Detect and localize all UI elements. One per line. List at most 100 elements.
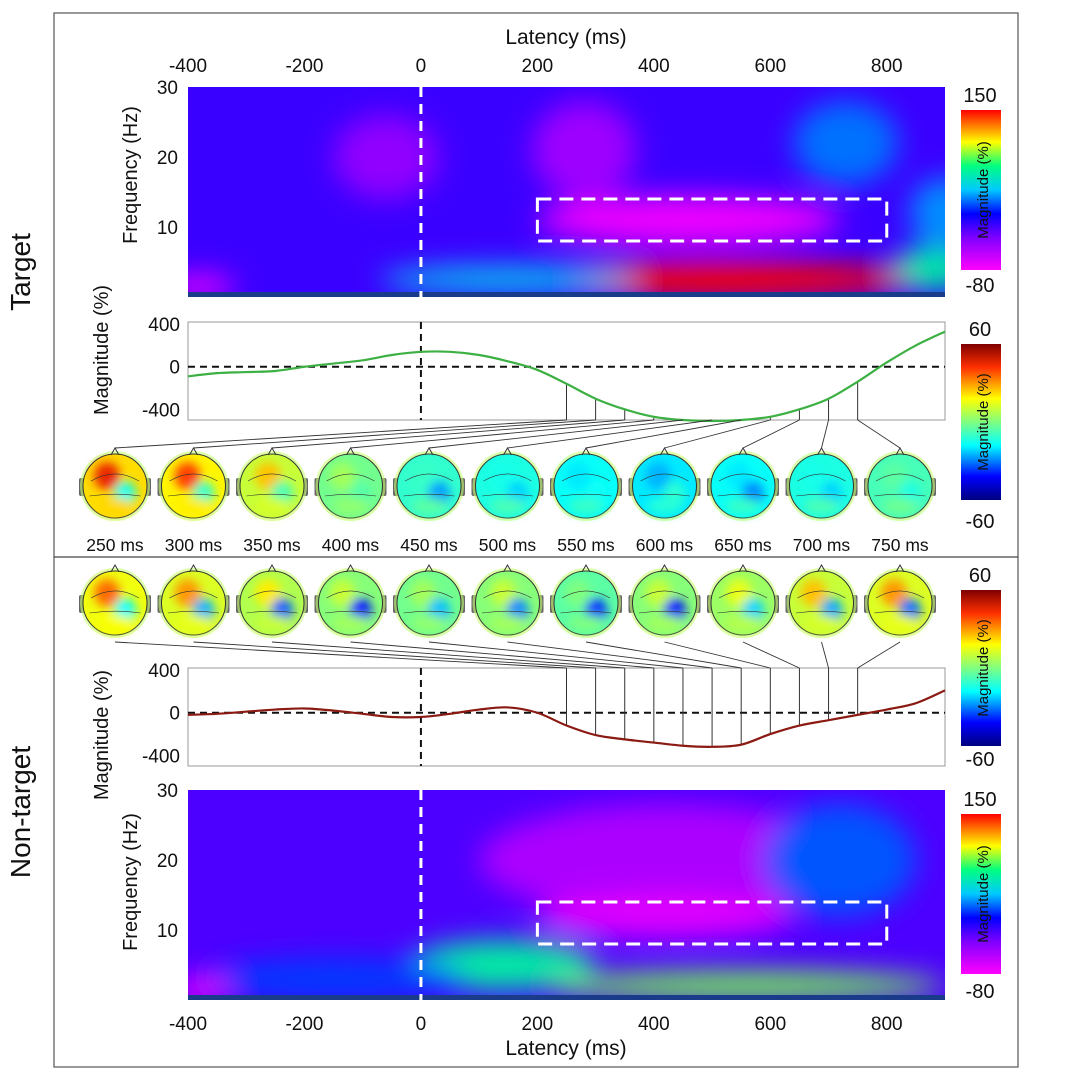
nontarget-magnitude-colorbar-min: -60: [966, 749, 995, 771]
nontarget-topomap-500ms: [471, 563, 544, 638]
target-spectrogram-ytick-10: 10: [157, 218, 178, 239]
nontarget-contour-a: [640, 590, 689, 599]
target-spectrogram-blob-8: [892, 248, 945, 290]
nontarget-magnitude-colorbar-label: Magnitude (%): [975, 619, 992, 717]
target-spectrogram-xtick--400: -400: [169, 56, 207, 77]
target-head-field: [881, 462, 921, 514]
target-magnitude-connector-400: [350, 419, 654, 449]
nontarget-head-field: [881, 579, 921, 631]
nontarget-contour-a: [561, 590, 611, 599]
target-spectrogram-blob-4: [380, 266, 637, 293]
nontarget-magnitude-ytick--400: -400: [142, 746, 180, 767]
target-head-field: [565, 462, 607, 514]
nontarget-contour-a: [326, 590, 375, 599]
target-field-frontal: [645, 462, 672, 490]
nontarget-field-frontal: [94, 579, 120, 607]
nontarget-field-frontal: [726, 579, 752, 607]
nontarget-spectrogram-xtick-600: 600: [754, 1014, 786, 1035]
target-nose: [110, 446, 120, 456]
nontarget-spectrogram-xtick-400: 400: [638, 1014, 670, 1035]
target-field-occipital: [97, 498, 133, 514]
nontarget-magnitude-series-line: [187, 689, 946, 748]
target-topomap-650ms: [707, 446, 779, 521]
nontarget-topomap-650ms: [707, 563, 779, 638]
nontarget-contour-a: [404, 590, 454, 599]
target-contour-b: [246, 493, 298, 497]
target-spectrogram-xticks: -400 -200 0 200 400 600 800: [169, 56, 903, 77]
nontarget-contour-a: [718, 590, 768, 599]
nontarget-contour-a: [483, 590, 532, 599]
target-spectrogram-blobs: [188, 101, 945, 297]
target-magnitude-series-line: [187, 330, 946, 423]
latency-label-500ms: 500 ms: [479, 535, 537, 555]
nontarget-magnitude-ytick-0: 0: [169, 704, 180, 725]
target-spectrogram-colorbar-ramp: [961, 110, 1001, 270]
target-magnitude-ytick--400: -400: [142, 400, 180, 421]
nontarget-topomap-450ms: [393, 563, 465, 638]
nontarget-head-field: [94, 579, 136, 631]
nontarget-topomap-600ms: [628, 563, 701, 638]
target-nose: [581, 446, 591, 456]
target-contour-b: [874, 493, 926, 497]
target-topomap-600ms: [628, 446, 701, 521]
nontarget-field-occipital: [489, 615, 526, 631]
latency-label-750ms: 750 ms: [871, 535, 929, 555]
target-spectrogram-colorbar-min: -80: [966, 275, 995, 297]
nontarget-nose: [817, 563, 826, 573]
target-magnitude-connector-600: [664, 419, 771, 449]
target-spectrogram-ytick-20: 20: [157, 148, 178, 169]
target-spectrogram-blob-2: [537, 195, 841, 245]
target-magnitude-yticks: 400 0 -400: [142, 315, 180, 421]
nontarget-field-frontal: [255, 579, 281, 607]
nontarget-topomap-connectors: [114, 641, 901, 669]
nontarget-magnitude-connector-550: [585, 641, 742, 669]
target-field-frontal: [565, 462, 591, 490]
latency-label-600ms: 600 ms: [636, 535, 694, 555]
target-spectrogram-yticks: 10 20 30: [157, 78, 178, 239]
latency-label-350ms: 350 ms: [243, 535, 301, 555]
target-contour-a: [90, 473, 140, 482]
nontarget-field-occipital: [411, 615, 447, 631]
nontarget-contour-a: [875, 590, 925, 599]
nontarget-magnitude-ytick-400: 400: [148, 661, 180, 682]
target-contour-b: [403, 493, 455, 497]
target-spectrogram-ylabel: Frequency (Hz): [120, 106, 142, 244]
target-nose: [738, 446, 748, 456]
target-contour-a: [326, 473, 375, 482]
nontarget-panel-label: Non-target: [5, 746, 36, 879]
nontarget-spectrogram-xtick-200: 200: [522, 1014, 554, 1035]
nontarget-nose: [503, 563, 512, 573]
target-magnitude-connector-300: [193, 419, 596, 449]
nontarget-nose: [424, 563, 434, 573]
target-nose: [189, 446, 198, 456]
target-head-field: [94, 462, 136, 514]
target-magnitude-colorbar-max: 60: [969, 319, 991, 341]
nontarget-contour-a: [797, 590, 846, 599]
target-field-occipital: [568, 498, 604, 514]
target-topomap-250ms: [79, 446, 151, 521]
nontarget-field-occipital: [725, 615, 761, 631]
target-spectrogram-xtick--200: -200: [285, 56, 323, 77]
target-field-occipital: [175, 498, 212, 514]
nontarget-contour-b: [324, 610, 377, 614]
target-contour-b: [481, 493, 534, 497]
target-contour-b: [167, 493, 220, 497]
target-spectrogram-xtick-600: 600: [754, 56, 786, 77]
nontarget-panel-frame: [53, 556, 1019, 1068]
nontarget-magnitude-connector-650: [742, 641, 800, 669]
target-topomap-connectors: [114, 419, 901, 449]
nontarget-field-frontal: [881, 579, 907, 607]
nontarget-topomap-300ms: [157, 563, 230, 638]
nontarget-magnitude-connector-400: [350, 641, 654, 669]
target-field-frontal: [490, 462, 517, 490]
target-nose: [346, 446, 355, 456]
target-magnitude-connector-350: [271, 419, 625, 449]
target-spectrogram-blob-5: [188, 276, 235, 297]
target-magnitude-plot: 400 0 -400 Magnitude (%): [91, 285, 946, 449]
nontarget-nose: [346, 563, 355, 573]
target-spectrogram-colorbar: 150 Magnitude (%) -80: [961, 85, 1001, 297]
target-nose: [267, 446, 277, 456]
target-field-occipital: [254, 498, 290, 514]
target-spectrogram-xtick-800: 800: [871, 56, 903, 77]
